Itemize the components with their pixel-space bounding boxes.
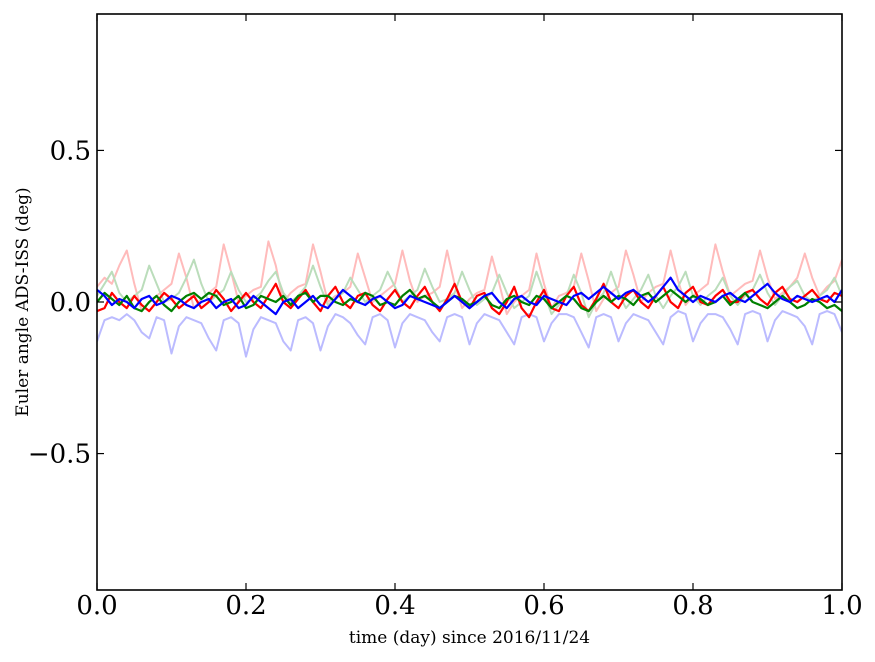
series-line-6: [97, 276, 842, 316]
x-tick-label: 0.8: [672, 591, 713, 621]
x-tick-label: 0.0: [76, 591, 117, 621]
y-axis-label: Euler angle ADS-ISS (deg): [13, 187, 33, 416]
x-tick-label: 0.4: [374, 591, 415, 621]
y-tick-label: −0.5: [28, 440, 91, 470]
series-line-2: [97, 258, 842, 319]
x-tick-label: 0.2: [225, 591, 266, 621]
series-layer: [97, 240, 842, 358]
y-tick-label: 0.0: [50, 288, 91, 318]
x-tick-label: 1.0: [821, 591, 862, 621]
y-tick-label: 0.5: [50, 136, 91, 166]
x-tick-label: 0.6: [523, 591, 564, 621]
x-axis-label: time (day) since 2016/11/24: [349, 628, 590, 648]
ticks-layer: 0.0 0.2 0.4 0.6 0.8 1.0 −0.5 0.0 0.5: [28, 14, 863, 621]
series-line-3: [97, 310, 842, 358]
series-line-1: [97, 240, 842, 316]
